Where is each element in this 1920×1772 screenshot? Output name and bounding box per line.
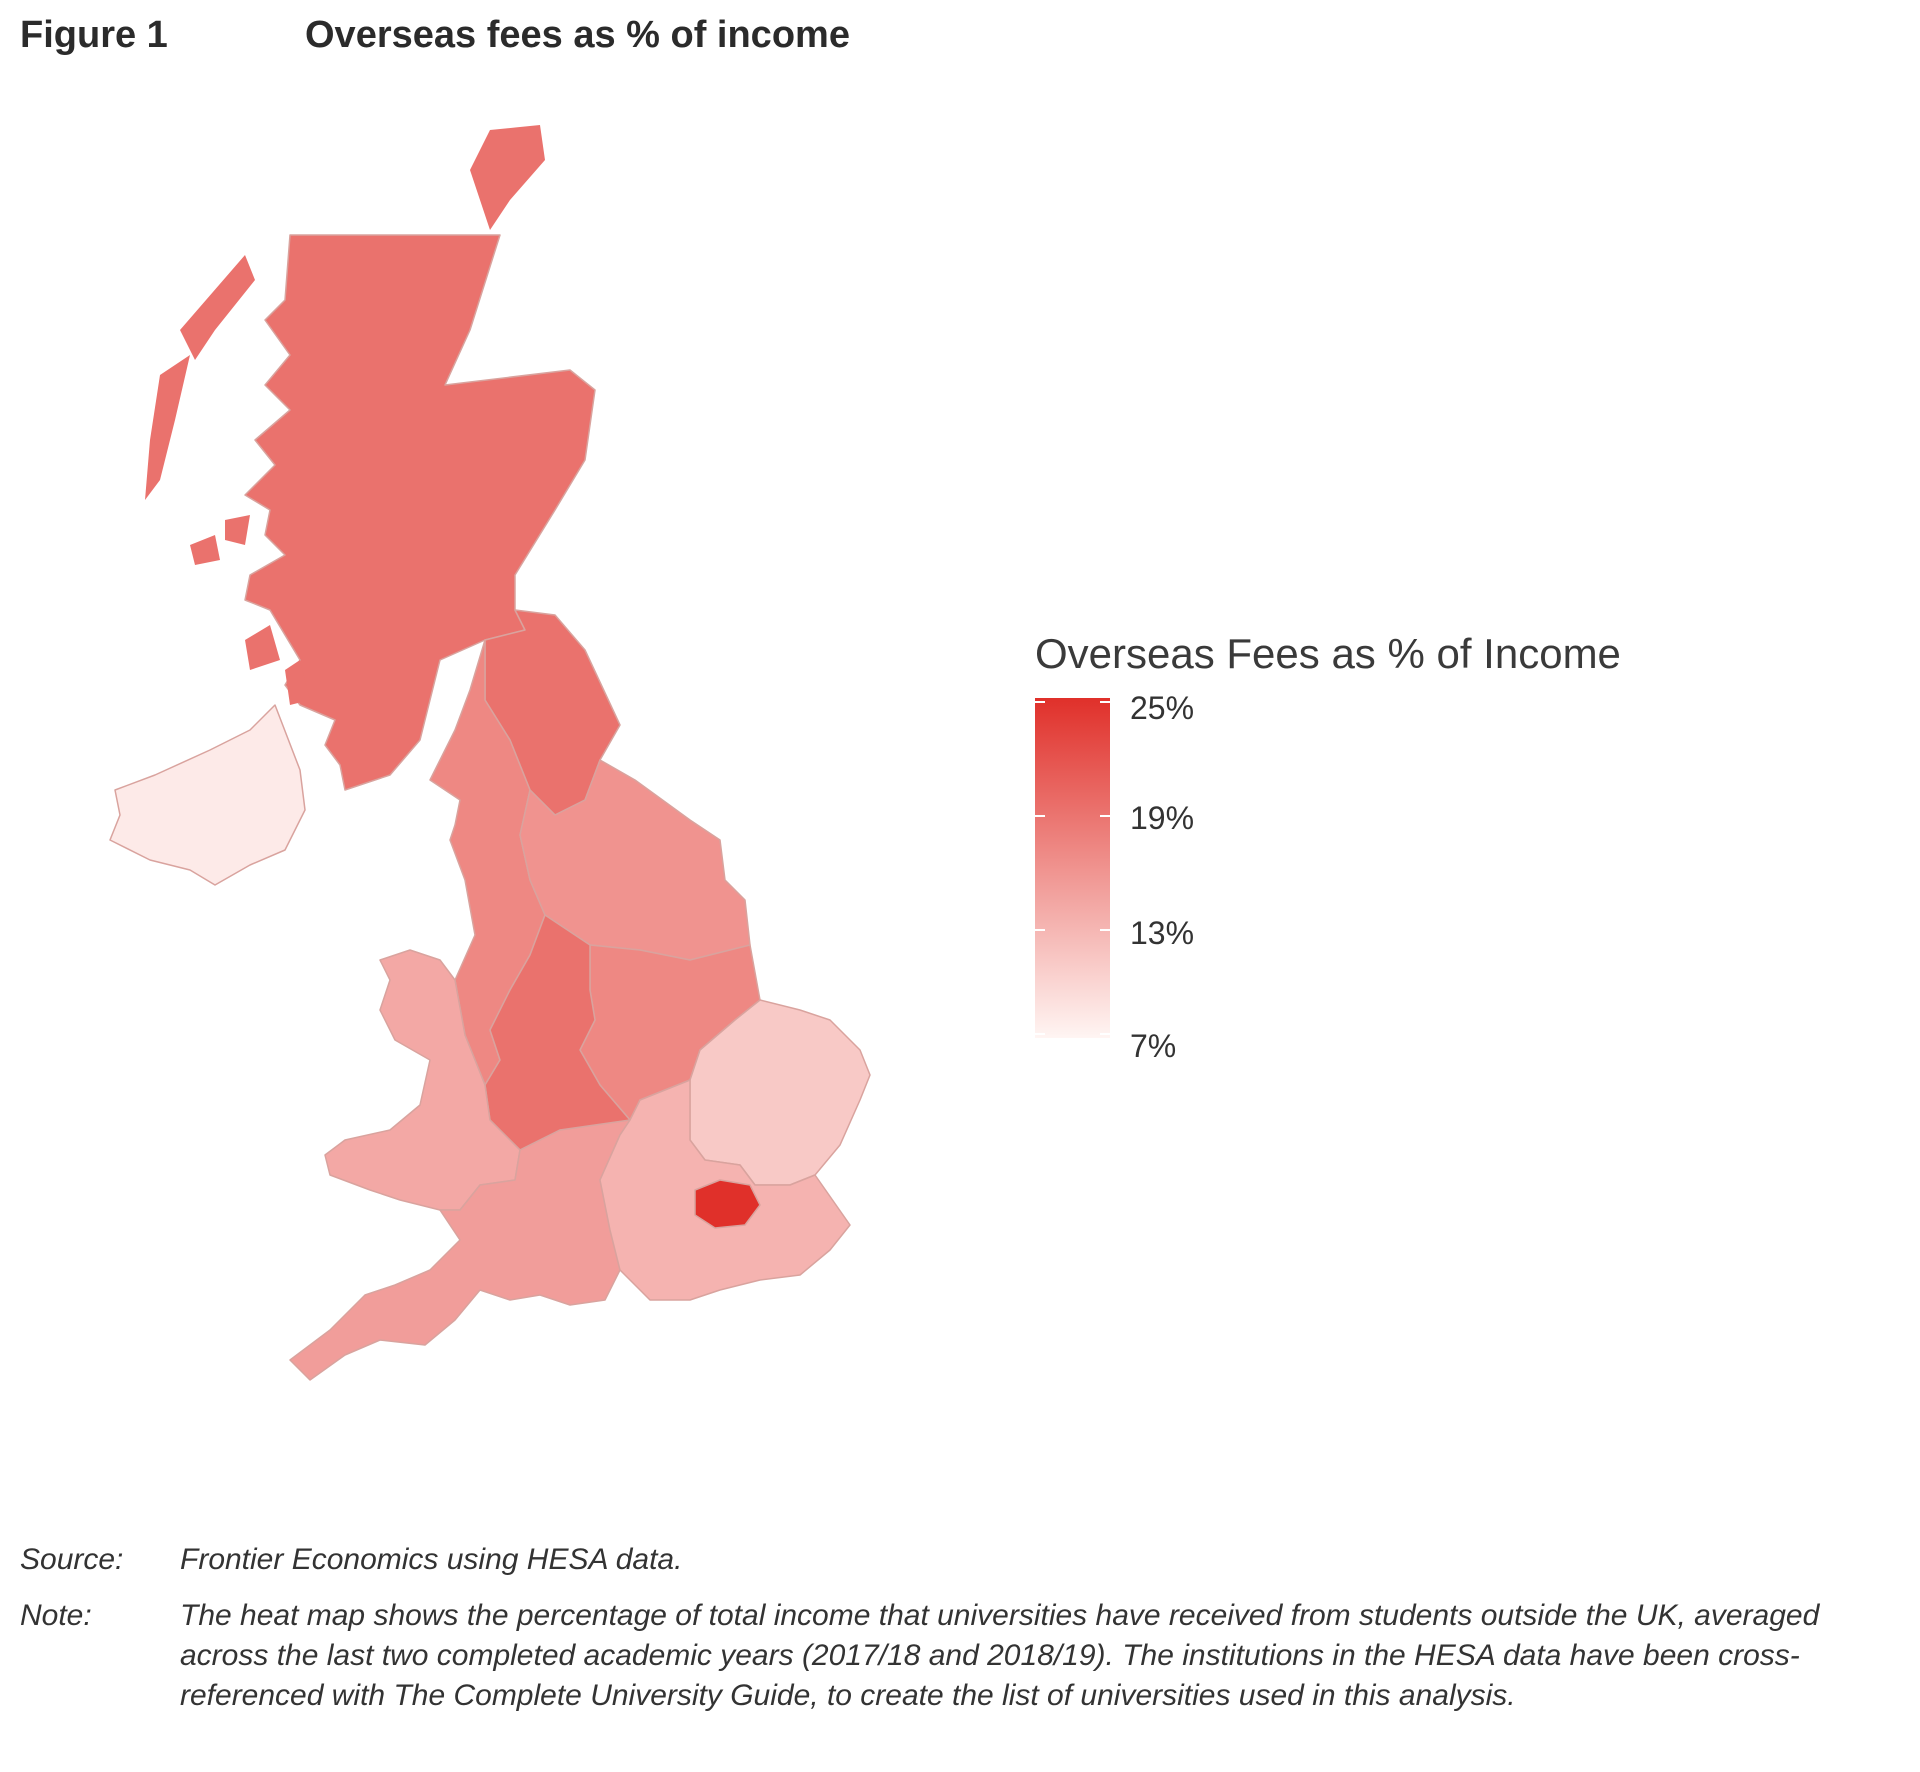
legend-tick-13: 13%: [1130, 915, 1195, 951]
note-text: The heat map shows the percentage of tot…: [180, 1599, 1820, 1712]
scotland-island: [225, 515, 250, 545]
source-label: Source:: [20, 1543, 124, 1576]
note-label: Note:: [20, 1599, 92, 1632]
region-south-west: [289, 1119, 631, 1381]
figure-title: Overseas fees as % of income: [305, 14, 850, 56]
uk-heat-map: [109, 125, 871, 1381]
region-northern-ireland: [109, 704, 306, 886]
figure-label: Figure 1: [20, 14, 168, 56]
legend-tick-7: 7%: [1130, 1028, 1177, 1064]
scotland-island: [190, 535, 220, 565]
legend-color-bar: [1035, 698, 1110, 1038]
note-row: Note: The heat map shows the percentage …: [20, 1596, 1900, 1716]
region-yorkshire-and-the-humber: [519, 759, 751, 961]
scotland-island: [285, 660, 310, 705]
source-row: Source: Frontier Economics using HESA da…: [20, 1540, 1900, 1580]
scotland-island: [180, 255, 255, 360]
legend-tick-25: 25%: [1130, 690, 1195, 726]
region-london: [694, 1179, 761, 1229]
legend-tick-19: 19%: [1130, 800, 1195, 836]
scotland-island: [470, 125, 545, 230]
legend-title: Overseas Fees as % of Income: [1035, 630, 1621, 677]
scotland-island: [245, 625, 280, 670]
scotland-island: [145, 355, 190, 500]
source-text: Frontier Economics using HESA data.: [180, 1543, 683, 1576]
region-scotland: [244, 234, 596, 791]
figure-notes: Source: Frontier Economics using HESA da…: [20, 1540, 1900, 1732]
